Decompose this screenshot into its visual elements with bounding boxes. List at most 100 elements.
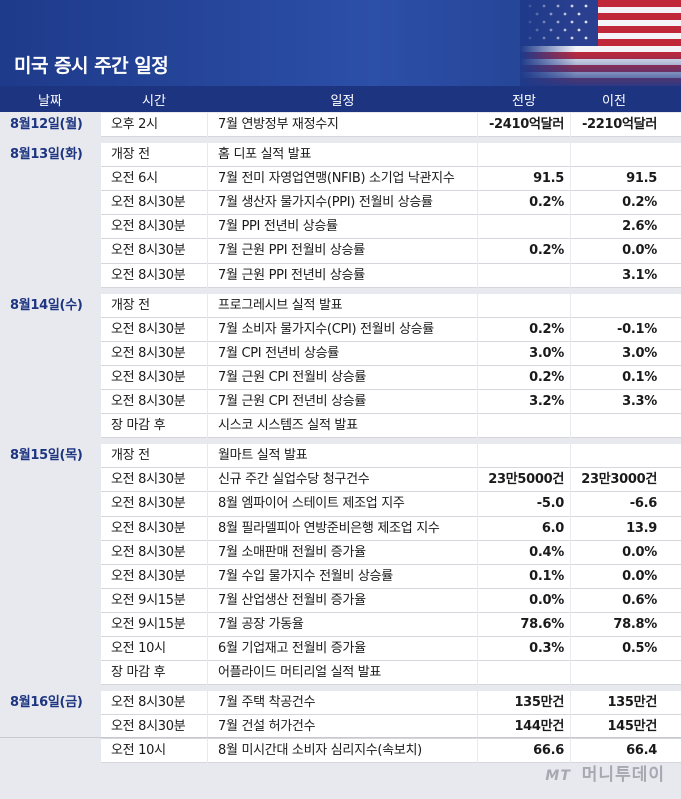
previous-cell: 135만건 <box>571 691 681 716</box>
time-cell: 오전 8시30분 <box>101 492 207 517</box>
us-flag-icon <box>520 0 681 86</box>
previous-cell: 23만3000건 <box>571 468 681 493</box>
forecast-cell: 0.2% <box>478 239 570 264</box>
event-cell: 7월 PPI 전년비 상승률 <box>208 215 477 240</box>
previous-cell: -6.6 <box>571 492 681 517</box>
forecast-cell <box>478 293 570 318</box>
time-cell: 오후 2시 <box>101 113 207 138</box>
watermark-logo: MT <box>545 768 571 784</box>
event-cell: 7월 생산자 물가지수(PPI) 전월비 상승률 <box>208 191 477 216</box>
time-cell: 오전 8시30분 <box>101 191 207 216</box>
event-cell: 6월 기업재고 전월비 증가율 <box>208 636 477 662</box>
previous-cell: 0.0% <box>571 564 681 589</box>
event-cell: 8월 엠파이어 스테이트 제조업 지주 <box>208 492 477 517</box>
forecast-cell: 23만5000건 <box>478 468 570 493</box>
time-cell: 오전 8시30분 <box>101 540 207 565</box>
table-row: 8월16일(금) 오전 8시30분 7월 주택 착공건수 135만건 135만건 <box>0 691 681 716</box>
day-group: 8월12일(월) 오후 2시 7월 연방정부 재정수지 -2410억달러 -2210억달… <box>0 113 681 138</box>
table-row: 오전 10시 6월 기업재고 전월비 증가율 0.3% 0.5% <box>0 636 681 662</box>
event-cell: 홈 디포 실적 발표 <box>208 143 477 168</box>
previous-cell <box>571 661 681 686</box>
time-cell: 오전 10시 <box>101 739 207 764</box>
forecast-cell: 0.1% <box>478 564 570 589</box>
column-header-date: 날짜 <box>38 94 62 109</box>
header-banner: 미국 증시 주간 일정 <box>0 0 681 86</box>
table-row: 오전 8시30분 7월 CPI 전년비 상승률 3.0% 3.0% <box>0 341 681 366</box>
previous-cell: 145만건 <box>571 715 681 740</box>
table-row: 오전 10시 8월 미시간대 소비자 심리지수(속보치) 66.6 66.4 <box>0 739 681 764</box>
forecast-cell: 135만건 <box>478 691 570 716</box>
forecast-cell <box>478 661 570 686</box>
time-cell: 장 마감 후 <box>101 661 207 686</box>
forecast-cell: 3.2% <box>478 390 570 415</box>
previous-cell: 13.9 <box>571 516 681 541</box>
table-row: 오전 8시30분 7월 근원 PPI 전월비 상승률 0.2% 0.0% <box>0 239 681 264</box>
forecast-cell: 66.6 <box>478 739 570 764</box>
forecast-cell <box>478 414 570 439</box>
table-row: 장 마감 후 시스코 시스템즈 실적 발표 <box>0 414 681 439</box>
event-cell: 7월 CPI 전년비 상승률 <box>208 341 477 366</box>
table-row: 오전 8시30분 신규 주간 실업수당 청구건수 23만5000건 23만3000건 <box>0 468 681 493</box>
time-cell: 장 마감 후 <box>101 414 207 439</box>
time-cell: 오전 8시30분 <box>101 239 207 264</box>
previous-cell: 91.5 <box>571 167 681 192</box>
event-cell: 7월 소비자 물가지수(CPI) 전월비 상승률 <box>208 317 477 342</box>
table-row: 8월12일(월) 오후 2시 7월 연방정부 재정수지 -2410억달러 -2210억달… <box>0 113 681 138</box>
previous-cell: 2.6% <box>571 215 681 240</box>
table-row: 오전 6시 7월 전미 자영업연맹(NFIB) 소기업 낙관지수 91.5 91.5 <box>0 167 681 192</box>
forecast-cell: 6.0 <box>478 516 570 541</box>
time-cell: 개장 전 <box>101 293 207 318</box>
time-cell: 오전 8시30분 <box>101 691 207 716</box>
date-cell: 8월12일(월) <box>10 117 83 132</box>
forecast-cell: -5.0 <box>478 492 570 517</box>
time-cell: 오전 10시 <box>101 636 207 662</box>
table-row: 오전 8시30분 7월 건설 허가건수 144만건 145만건 <box>0 715 681 740</box>
previous-cell <box>571 143 681 168</box>
previous-cell: 3.0% <box>571 341 681 366</box>
previous-cell: 3.1% <box>571 263 681 288</box>
previous-cell: 0.5% <box>571 636 681 662</box>
event-cell: 7월 수입 물가지수 전월비 상승률 <box>208 564 477 589</box>
time-cell: 오전 6시 <box>101 167 207 192</box>
table-row: 오전 8시30분 7월 근원 CPI 전월비 상승률 0.2% 0.1% <box>0 365 681 391</box>
column-header-time: 시간 <box>142 94 166 109</box>
forecast-cell <box>478 215 570 240</box>
table-row: 오전 8시30분 7월 PPI 전년비 상승률 2.6% <box>0 215 681 240</box>
table-row: 오전 8시30분 8월 엠파이어 스테이트 제조업 지주 -5.0 -6.6 <box>0 492 681 517</box>
column-header-event: 일정 <box>330 94 355 109</box>
time-cell: 오전 8시30분 <box>101 715 207 740</box>
time-cell: 오전 8시30분 <box>101 365 207 391</box>
event-cell: 신규 주간 실업수당 청구건수 <box>208 468 477 493</box>
forecast-cell: 78.6% <box>478 612 570 637</box>
event-cell: 8월 필라델피아 연방준비은행 제조업 지수 <box>208 516 477 541</box>
forecast-cell: 3.0% <box>478 341 570 366</box>
event-cell: 프로그레시브 실적 발표 <box>208 293 477 318</box>
previous-cell: 0.0% <box>571 540 681 565</box>
previous-cell: 0.1% <box>571 365 681 391</box>
page-title: 미국 증시 주간 일정 <box>14 55 169 77</box>
forecast-cell <box>478 444 570 469</box>
table-row: 8월14일(수) 개장 전 프로그레시브 실적 발표 <box>0 293 681 318</box>
table-row: 오전 8시30분 8월 필라델피아 연방준비은행 제조업 지수 6.0 13.9 <box>0 516 681 541</box>
forecast-cell: 0.2% <box>478 191 570 216</box>
forecast-cell: 91.5 <box>478 167 570 192</box>
bottom-divider <box>0 737 681 738</box>
table-row: 오전 8시30분 7월 근원 PPI 전년비 상승률 3.1% <box>0 263 681 288</box>
time-cell: 오전 8시30분 <box>101 516 207 541</box>
table-row: 오전 8시30분 7월 수입 물가지수 전월비 상승률 0.1% 0.0% <box>0 564 681 589</box>
event-cell: 7월 근원 CPI 전년비 상승률 <box>208 390 477 415</box>
event-cell: 7월 근원 PPI 전월비 상승률 <box>208 239 477 264</box>
table-row: 오전 9시15분 7월 공장 가동율 78.6% 78.8% <box>0 612 681 637</box>
event-cell: 시스코 시스템즈 실적 발표 <box>208 414 477 439</box>
date-cell: 8월13일(화) <box>10 147 83 163</box>
date-cell: 8월15일(목) <box>10 448 83 464</box>
previous-cell: 66.4 <box>571 739 681 764</box>
forecast-cell <box>478 263 570 288</box>
event-cell: 7월 소매판매 전월비 증가율 <box>208 540 477 565</box>
time-cell: 오전 8시30분 <box>101 468 207 493</box>
event-cell: 8월 미시간대 소비자 심리지수(속보치) <box>208 739 477 764</box>
publisher-watermark: MT 머니투데이 <box>545 760 665 785</box>
date-cell: 8월14일(수) <box>10 297 83 313</box>
